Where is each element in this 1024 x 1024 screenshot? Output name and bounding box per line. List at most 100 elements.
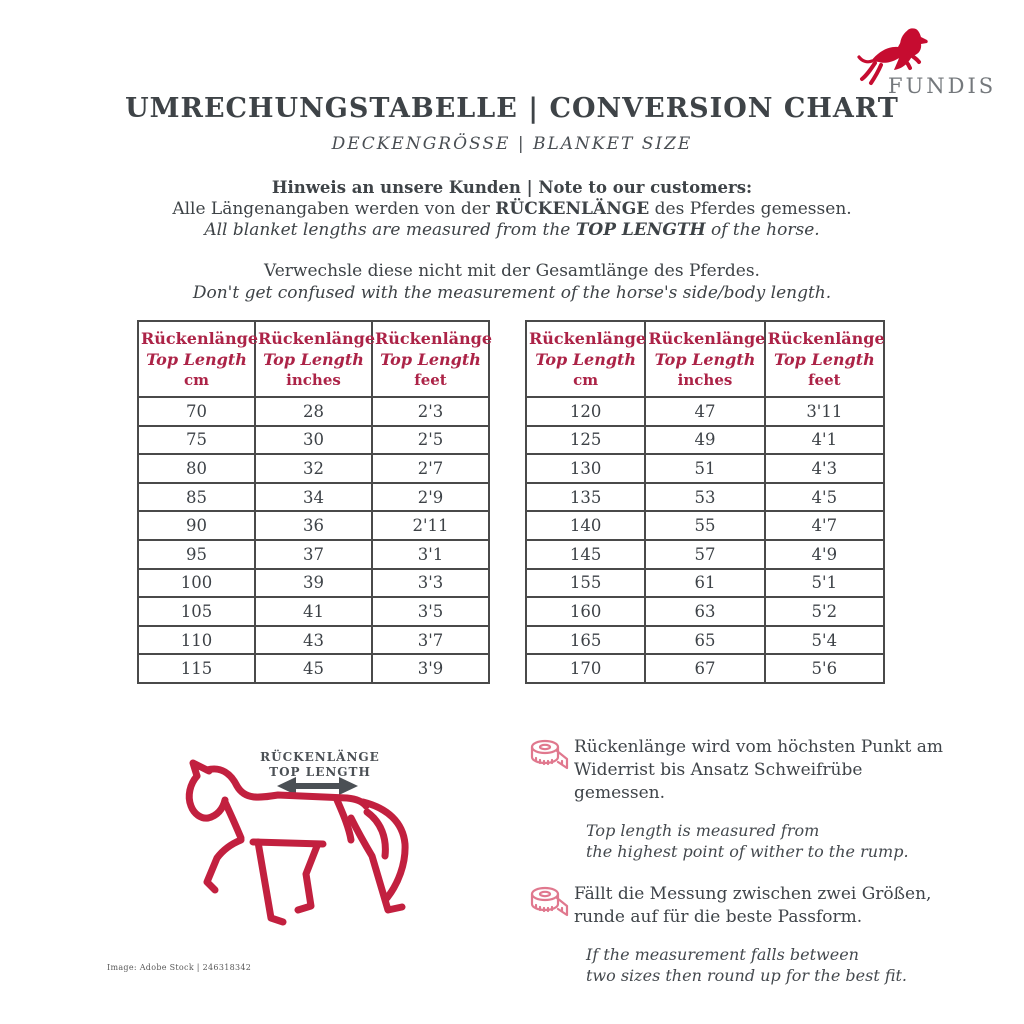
table-cell: 5'1 [763, 567, 886, 599]
header-de: Rückenlänge [529, 329, 647, 348]
conversion-tables: Rückenlänge Top Length cm Rückenlänge To… [137, 320, 886, 684]
table-row: 85 34 2'9 [137, 481, 490, 513]
header-de: Rückenlänge [141, 329, 259, 348]
table-cell: 135 [524, 481, 647, 513]
column-header-inches: Rückenlänge Top Length inches [254, 320, 376, 398]
note-de-bold: RÜCKENLÄNGE [495, 198, 650, 219]
info-text-line: Widerrist bis Ansatz Schweifrübe gemesse… [574, 760, 863, 803]
table-row: 75 30 2'5 [137, 424, 490, 456]
top-length-label: RÜCKENLÄNGE TOP LENGTH [240, 750, 400, 780]
note-en-bold: TOP LENGTH [575, 220, 706, 240]
header-en: Top Length [263, 350, 364, 369]
table-cell: 90 [137, 510, 256, 541]
header-unit: inches [286, 371, 341, 389]
header-de: Rückenlänge [767, 329, 885, 348]
table-cell: 45 [254, 653, 373, 684]
page-title: UMRECHUNGSTABELLE | CONVERSION CHART [125, 93, 899, 124]
table-cell: 100 [137, 567, 256, 599]
note-de-post: des Pferdes gemessen. [649, 198, 852, 219]
page-subtitle: DECKENGRÖSSE | BLANKET SIZE [331, 134, 693, 154]
table-row: 160 63 5'2 [524, 596, 886, 627]
table-cell: 155 [524, 567, 647, 599]
header-unit: feet [808, 371, 841, 389]
table-cell: 5'4 [763, 624, 886, 656]
column-header-inches: Rückenlänge Top Length inches [644, 320, 766, 398]
table-row: 135 53 4'5 [524, 481, 886, 513]
table-row: 110 43 3'7 [137, 624, 490, 656]
info-text-en: Top length is measured from the highest … [586, 820, 948, 862]
header-en: Top Length [380, 350, 481, 369]
note-de-pre: Alle Längenangaben werden von der [172, 198, 496, 219]
info-text-line: Top length is measured from [586, 821, 820, 840]
table-cell: 67 [644, 653, 766, 684]
table-cell: 120 [524, 396, 647, 427]
header-en: Top Length [535, 350, 637, 369]
note-line-en: All blanket lengths are measured from th… [0, 220, 1024, 242]
customer-note: Hinweis an unsere Kunden | Note to our c… [0, 177, 1024, 242]
table-cell: 110 [137, 624, 256, 656]
header-de: Rückenlänge [648, 329, 766, 348]
table-cell: 5'2 [763, 596, 886, 627]
table-cell: 36 [254, 510, 373, 541]
table-row: 130 51 4'3 [524, 453, 886, 484]
table-row: 125 49 4'1 [524, 424, 886, 456]
column-header-feet: Rückenlänge Top Length feet [371, 320, 493, 398]
table-row: 165 65 5'4 [524, 624, 886, 656]
column-header-cm: Rückenlänge Top Length cm [524, 320, 647, 398]
table-cell: 2'11 [371, 510, 490, 541]
table-cell: 5'6 [763, 653, 886, 684]
table-cell: 4'5 [763, 481, 886, 513]
table-cell: 49 [644, 424, 766, 456]
table-cell: 41 [254, 596, 373, 627]
table-cell: 3'3 [371, 567, 490, 599]
table-cell: 80 [137, 453, 256, 484]
header-en: Top Length [654, 350, 756, 369]
header-en: Top Length [146, 350, 247, 369]
header-de: Rückenlänge [375, 329, 493, 348]
top-length-label-de: RÜCKENLÄNGE [260, 750, 380, 764]
note-en-pre: All blanket lengths are measured from th… [204, 220, 576, 240]
table-cell: 3'1 [371, 538, 490, 570]
table-cell: 39 [254, 567, 373, 599]
table-row: 105 41 3'5 [137, 596, 490, 627]
table-cell: 63 [644, 596, 766, 627]
table-row: 70 28 2'3 [137, 396, 490, 427]
table-cell: 55 [644, 510, 766, 541]
table-row: 140 55 4'7 [524, 510, 886, 541]
info-text-line: Rückenlänge wird vom höchsten Punkt am [574, 737, 943, 757]
table-row: 115 45 3'9 [137, 653, 490, 684]
table-cell: 125 [524, 424, 647, 456]
table-cell: 3'11 [763, 396, 886, 427]
table-cell: 47 [644, 396, 766, 427]
table-cell: 32 [254, 453, 373, 484]
table-cell: 4'9 [763, 538, 886, 570]
table-cell: 4'1 [763, 424, 886, 456]
table-cell: 57 [644, 538, 766, 570]
table-cell: 34 [254, 481, 373, 513]
info-text-line: runde auf für die beste Passform. [574, 907, 863, 927]
header-de: Rückenlänge [258, 329, 376, 348]
table-cell: 3'5 [371, 596, 490, 627]
table-cell: 30 [254, 424, 373, 456]
table-row: 95 37 3'1 [137, 538, 490, 570]
table-cell: 28 [254, 396, 373, 427]
reminder-line-de: Verwechsle diese nicht mit der Gesamtlän… [264, 261, 760, 281]
table-cell: 145 [524, 538, 647, 570]
double-arrow-icon [277, 777, 358, 795]
table-cell: 2'9 [371, 481, 490, 513]
image-credit: Image: Adobe Stock | 246318342 [107, 963, 252, 972]
table-cell: 65 [644, 624, 766, 656]
note-heading: Hinweis an unsere Kunden | Note to our c… [271, 178, 753, 197]
table-row: 145 57 4'9 [524, 538, 886, 570]
table-cell: 2'7 [371, 453, 490, 484]
top-length-label-en: TOP LENGTH [269, 765, 371, 779]
header-unit: inches [677, 371, 733, 389]
table-cell: 53 [644, 481, 766, 513]
table-row: 120 47 3'11 [524, 396, 886, 427]
table-cell: 115 [137, 653, 256, 684]
table-cell: 43 [254, 624, 373, 656]
table-cell: 170 [524, 653, 647, 684]
table-cell: 160 [524, 596, 647, 627]
table-cell: 4'3 [763, 453, 886, 484]
